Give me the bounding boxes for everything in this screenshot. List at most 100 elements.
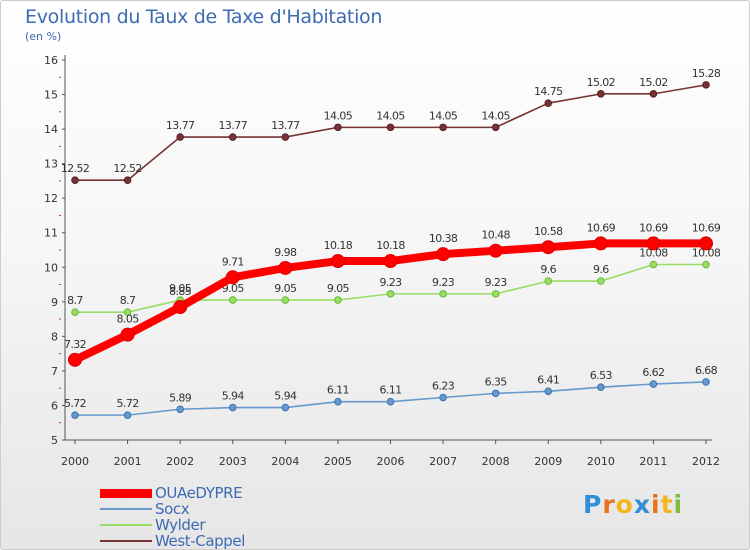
data-point <box>544 99 553 107</box>
data-point <box>71 176 79 185</box>
proxiti-logo: Proxiti <box>583 490 683 519</box>
data-label: 10.18 <box>376 239 405 252</box>
series-line-west-cappel <box>74 84 707 182</box>
data-label: 10.18 <box>324 239 353 252</box>
x-tick-label: 2012 <box>692 455 720 468</box>
data-point <box>173 300 188 314</box>
data-point <box>544 387 553 396</box>
data-label: 9.05 <box>327 282 350 295</box>
data-label: 8.7 <box>120 294 136 307</box>
data-label: 14.05 <box>376 109 405 122</box>
data-point <box>649 90 658 98</box>
legend-swatch-ouaedypre <box>100 489 152 498</box>
data-label: 6.62 <box>642 366 664 379</box>
y-tick-label: 8 <box>51 330 58 343</box>
logo-letter: i <box>651 490 661 519</box>
data-point <box>281 133 290 141</box>
x-tick-label: 2009 <box>534 455 562 468</box>
data-point <box>436 247 451 262</box>
data-point <box>541 240 556 255</box>
data-point <box>386 290 395 298</box>
logo-letter: t <box>660 490 674 519</box>
data-label: 10.69 <box>692 221 721 234</box>
data-label: 15.28 <box>692 67 721 80</box>
data-point <box>334 397 342 406</box>
data-label: 5.94 <box>222 390 245 403</box>
data-label: 14.05 <box>429 109 458 122</box>
data-point <box>228 403 237 412</box>
logo-letter: r <box>602 490 616 519</box>
data-point <box>281 296 290 304</box>
x-tick-label: 2010 <box>587 455 615 468</box>
legend-swatch-socx <box>100 508 152 510</box>
data-label: 10.48 <box>481 229 510 242</box>
data-point <box>383 254 398 269</box>
data-label: 6.11 <box>327 384 349 397</box>
data-label: 9.6 <box>593 263 609 276</box>
x-tick-label: 2006 <box>377 455 405 468</box>
data-label: 5.94 <box>274 390 297 403</box>
x-tick-label: 2000 <box>61 455 89 468</box>
data-point <box>278 260 293 275</box>
y-tick-label: 5 <box>51 434 58 447</box>
data-label: 9.23 <box>432 276 455 289</box>
data-label: 9.23 <box>485 276 508 289</box>
y-tick-label: 16 <box>44 54 58 67</box>
data-label: 5.72 <box>64 397 86 410</box>
legend-label-ouaedypre: OUAeDYPRE <box>155 484 243 502</box>
data-point <box>334 296 342 304</box>
data-point <box>120 327 135 342</box>
data-point <box>702 260 710 269</box>
y-tick-label: 12 <box>44 192 58 205</box>
data-point <box>597 383 605 391</box>
data-point <box>491 123 500 132</box>
data-label: 14.05 <box>481 109 510 122</box>
logo-letter: P <box>583 490 603 519</box>
data-point <box>491 290 500 298</box>
data-point <box>228 133 237 141</box>
y-tick-label: 13 <box>44 158 58 171</box>
data-point <box>597 277 605 285</box>
x-tick-label: 2011 <box>639 455 667 468</box>
data-label: 9.23 <box>379 276 402 289</box>
y-tick-label: 6 <box>51 399 58 412</box>
x-tick-label: 2001 <box>114 455 142 468</box>
y-tick-label: 15 <box>44 89 58 102</box>
data-point <box>71 308 79 316</box>
data-point <box>439 123 447 132</box>
data-label: 12.52 <box>61 162 90 175</box>
data-label: 5.89 <box>169 391 192 404</box>
data-label: 10.58 <box>534 225 563 238</box>
data-label: 13.77 <box>271 119 300 132</box>
data-label: 10.38 <box>429 232 458 245</box>
data-point <box>544 277 553 285</box>
data-label: 15.02 <box>587 76 616 89</box>
x-tick-label: 2007 <box>429 455 457 468</box>
data-label: 9.98 <box>274 246 297 259</box>
data-label: 13.77 <box>219 119 248 132</box>
data-label: 10.69 <box>639 221 668 234</box>
y-tick-label: 9 <box>51 296 58 309</box>
data-point <box>488 243 503 258</box>
data-point <box>702 378 710 386</box>
data-point <box>699 236 713 251</box>
data-label: 10.69 <box>587 221 616 234</box>
y-tick-label: 7 <box>51 365 58 378</box>
data-point <box>439 290 447 298</box>
legend-swatch-wylder <box>100 524 152 526</box>
data-label: 8.85 <box>169 285 192 298</box>
data-label: 5.72 <box>117 397 139 410</box>
data-point <box>281 403 290 412</box>
data-label: 9.6 <box>540 263 556 276</box>
y-tick-label: 14 <box>44 123 58 136</box>
data-label: 14.05 <box>324 109 353 122</box>
data-point <box>176 405 184 414</box>
logo-letter: i <box>673 490 684 519</box>
data-label: 6.68 <box>695 364 718 377</box>
data-label: 6.53 <box>590 369 613 382</box>
data-point <box>334 123 342 132</box>
data-point <box>71 411 79 419</box>
data-point <box>123 411 132 419</box>
